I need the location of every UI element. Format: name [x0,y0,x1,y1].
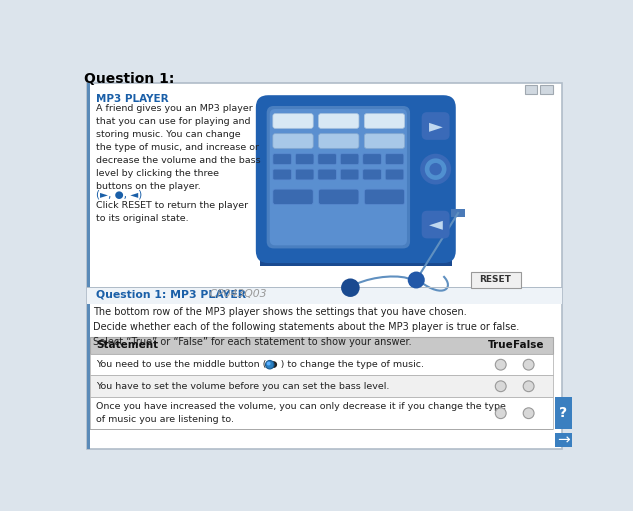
FancyBboxPatch shape [341,169,359,180]
Text: (►, ●, ◄): (►, ●, ◄) [96,189,142,199]
Text: You have to set the volume before you can set the bass level.: You have to set the volume before you ca… [96,382,389,391]
FancyBboxPatch shape [318,189,359,204]
FancyBboxPatch shape [273,189,313,204]
Text: Question 1: MP3 PLAYER: Question 1: MP3 PLAYER [96,289,246,299]
Text: 2: 2 [302,155,307,164]
FancyBboxPatch shape [273,134,313,148]
FancyBboxPatch shape [365,134,404,148]
FancyBboxPatch shape [273,169,291,180]
Text: Click RESET to return the player
to its original state.: Click RESET to return the player to its … [96,201,248,223]
Text: →: → [557,433,570,448]
Circle shape [420,154,451,184]
Text: 1: 1 [280,170,285,179]
FancyBboxPatch shape [318,134,359,148]
Bar [540,85,553,95]
Text: CP043Q03: CP043Q03 [206,289,266,299]
Bar [555,433,572,447]
Text: ?: ? [560,406,568,420]
FancyBboxPatch shape [256,95,456,263]
Bar [470,272,521,288]
FancyBboxPatch shape [273,154,291,165]
Circle shape [341,278,360,297]
Text: ◄: ◄ [429,216,442,234]
Circle shape [523,408,534,419]
Circle shape [523,381,534,391]
FancyBboxPatch shape [363,169,381,180]
FancyBboxPatch shape [363,154,381,165]
FancyBboxPatch shape [318,169,336,180]
Text: False: False [513,340,544,351]
Text: 5: 5 [370,155,375,164]
Text: RESET: RESET [479,275,511,285]
Text: Statement: Statement [96,340,158,351]
Bar [87,83,90,449]
Text: 4: 4 [347,155,352,164]
Text: 3: 3 [325,155,330,164]
FancyBboxPatch shape [270,109,407,245]
Bar [87,287,562,288]
Text: Jazz: Jazz [376,136,392,146]
Text: True: True [488,340,513,351]
Circle shape [495,359,506,370]
Text: 3: 3 [325,170,330,179]
Circle shape [266,362,270,365]
FancyBboxPatch shape [385,169,404,180]
Text: Pop: Pop [285,136,301,146]
Bar [87,287,562,304]
Circle shape [425,158,446,180]
Bar [90,429,553,430]
Text: The bottom row of the MP3 player shows the settings that you have chosen.
Decide: The bottom row of the MP3 player shows t… [93,307,519,346]
FancyBboxPatch shape [365,113,404,128]
Text: MP3 PLAYER: MP3 PLAYER [96,94,169,104]
FancyBboxPatch shape [422,211,449,239]
Text: 3: 3 [335,192,342,202]
Bar [525,85,537,95]
Text: 2: 2 [302,170,307,179]
Circle shape [429,163,442,175]
Circle shape [265,360,274,369]
Text: Music: Music [279,117,306,126]
Bar [90,354,553,376]
FancyBboxPatch shape [385,154,404,165]
FancyBboxPatch shape [318,113,359,128]
FancyBboxPatch shape [422,112,449,140]
Bar [260,257,452,266]
Circle shape [495,381,506,391]
Text: 1: 1 [280,155,285,164]
Text: Question 1:: Question 1: [84,72,174,86]
Bar [451,209,465,217]
FancyBboxPatch shape [296,169,314,180]
Text: You need to use the middle button ( ● ) to change the type of music.: You need to use the middle button ( ● ) … [96,360,424,369]
Text: Volume: Volume [321,117,356,126]
Text: ►: ► [429,117,442,135]
Text: 3: 3 [382,192,387,202]
FancyBboxPatch shape [365,189,404,204]
Text: Bass: Bass [373,117,396,126]
Text: 4: 4 [347,170,352,179]
Circle shape [408,271,425,289]
Text: Once you have increased the volume, you can only decrease it if you change the t: Once you have increased the volume, you … [96,403,506,424]
Bar [90,376,553,397]
Text: 5: 5 [370,170,375,179]
Text: 6: 6 [392,170,397,179]
Bar [555,397,572,429]
FancyBboxPatch shape [296,154,314,165]
FancyBboxPatch shape [273,113,313,128]
Text: A friend gives you an MP3 player
that you can use for playing and
storing music.: A friend gives you an MP3 player that yo… [96,104,261,191]
Circle shape [523,359,534,370]
FancyBboxPatch shape [318,154,336,165]
FancyBboxPatch shape [341,154,359,165]
Bar [90,337,553,354]
Bar [90,397,553,429]
FancyBboxPatch shape [266,106,410,248]
Text: 6: 6 [392,155,397,164]
Text: Rock: Rock [329,136,349,146]
Circle shape [495,408,506,419]
